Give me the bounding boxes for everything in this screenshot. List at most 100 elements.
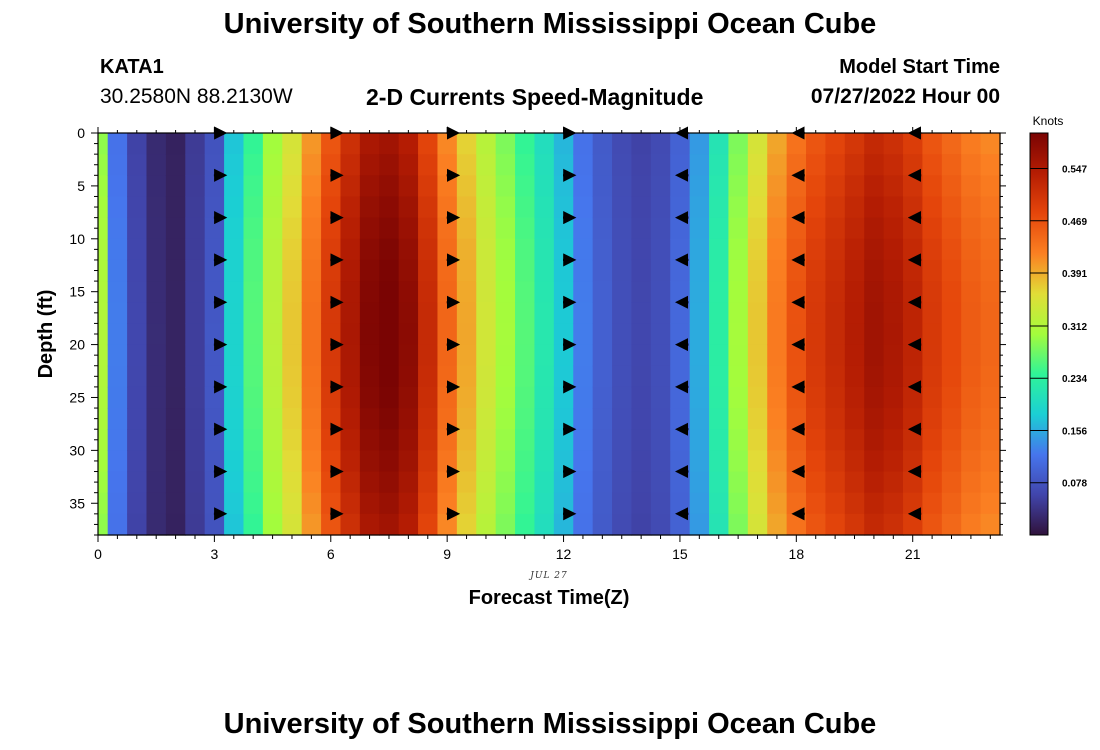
heatmap-cell — [165, 217, 186, 240]
heatmap-cell — [670, 471, 691, 494]
heatmap-cell — [612, 217, 633, 240]
heatmap-cell — [340, 408, 361, 430]
heatmap-cell — [379, 513, 400, 536]
heatmap-cell — [224, 302, 245, 325]
heatmap-cell — [243, 344, 264, 367]
heatmap-cell — [321, 154, 342, 176]
heatmap-cell — [825, 217, 846, 240]
heatmap-cell — [864, 408, 885, 430]
heatmap-cell — [127, 492, 148, 515]
heatmap-cell — [359, 259, 380, 282]
heatmap-cell — [282, 217, 303, 240]
heatmap-cell — [243, 365, 264, 388]
heatmap-cell — [224, 133, 245, 155]
heatmap-cell — [495, 281, 516, 303]
heatmap-cell — [806, 238, 827, 261]
heatmap-cell — [262, 429, 283, 451]
heatmap-cell — [398, 344, 419, 367]
heatmap-cell — [515, 450, 536, 473]
heatmap-cell — [437, 154, 458, 176]
heatmap-cell — [243, 323, 264, 346]
heatmap-cell — [398, 133, 419, 155]
heatmap-cell — [127, 513, 148, 536]
heatmap-cell — [767, 450, 788, 473]
x-axis: 0 3 6 9 12 15 18 21 — [94, 127, 991, 562]
heatmap-cell — [340, 323, 361, 346]
heatmap-cell — [437, 513, 458, 536]
heatmap-cell — [825, 133, 846, 155]
heatmap-cell — [650, 133, 671, 155]
heatmap-cell — [224, 323, 245, 346]
heatmap-cell — [379, 196, 400, 219]
heatmap-cell — [204, 386, 225, 409]
heatmap-cell — [224, 450, 245, 473]
heatmap-cell — [767, 302, 788, 325]
heatmap-cell — [709, 217, 730, 240]
heatmap-cell — [243, 408, 264, 430]
heatmap-cell — [98, 238, 109, 261]
heatmap-cell — [786, 386, 807, 409]
heatmap-cell — [107, 408, 128, 430]
heatmap-cell — [127, 238, 148, 261]
heatmap-cell — [534, 408, 555, 430]
heatmap-cell — [592, 386, 613, 409]
heatmap-cell — [903, 281, 924, 303]
heatmap-cell — [379, 471, 400, 494]
heatmap-cell — [534, 450, 555, 473]
heatmap-cell — [418, 175, 439, 198]
heatmap-cell — [165, 429, 186, 451]
heatmap-cell — [806, 408, 827, 430]
heatmap-cell — [495, 408, 516, 430]
colorbar-tick-label: 0.234 — [1062, 374, 1087, 385]
heatmap-cell — [456, 259, 477, 282]
heatmap-cell — [398, 196, 419, 219]
heatmap-cell — [631, 154, 652, 176]
heatmap-cell — [340, 133, 361, 155]
heatmap-cell — [262, 344, 283, 367]
heatmap-cell — [437, 386, 458, 409]
model-start-label: Model Start Time — [839, 56, 1000, 78]
heatmap-cell — [476, 154, 497, 176]
heatmap-cell — [282, 302, 303, 325]
heatmap-cell — [282, 196, 303, 219]
heatmap-cell — [767, 217, 788, 240]
heatmap-cell — [922, 492, 943, 515]
heatmap-cell — [728, 154, 749, 176]
heatmap-cell — [437, 450, 458, 473]
heatmap-cell — [553, 365, 574, 388]
heatmap-cell — [515, 238, 536, 261]
y-axis: 0 5 10 15 20 25 30 35 — [69, 125, 1006, 536]
heatmap-cell — [204, 217, 225, 240]
heatmap-cell — [941, 133, 962, 155]
heatmap-cell — [573, 450, 594, 473]
heatmap-cell — [786, 196, 807, 219]
heatmap-cell — [224, 471, 245, 494]
heatmap-cell — [883, 386, 904, 409]
heatmap-cell — [98, 281, 109, 303]
heatmap-cell — [883, 344, 904, 367]
heatmap-cell — [301, 259, 322, 282]
heatmap-cell — [553, 429, 574, 451]
heatmap-cell — [379, 386, 400, 409]
heatmap-cell — [146, 133, 167, 155]
heatmap-cell — [107, 365, 128, 388]
heatmap-cell — [398, 154, 419, 176]
heatmap-cell — [961, 133, 982, 155]
heatmap-cell — [515, 323, 536, 346]
heatmap-cell — [418, 513, 439, 536]
heatmap-cell — [456, 450, 477, 473]
heatmap-cell — [243, 450, 264, 473]
heatmap-cell — [825, 281, 846, 303]
heatmap-cell — [456, 281, 477, 303]
heatmap-cell — [98, 175, 109, 198]
heatmap-cell — [165, 196, 186, 219]
heatmap-cell — [553, 344, 574, 367]
heatmap-cell — [825, 513, 846, 536]
heatmap-cell — [224, 238, 245, 261]
heatmap-cell — [864, 217, 885, 240]
heatmap-cell — [107, 492, 128, 515]
heatmap-cell — [262, 175, 283, 198]
heatmap-cell — [650, 281, 671, 303]
heatmap-cell — [612, 238, 633, 261]
heatmap-cell — [689, 513, 710, 536]
